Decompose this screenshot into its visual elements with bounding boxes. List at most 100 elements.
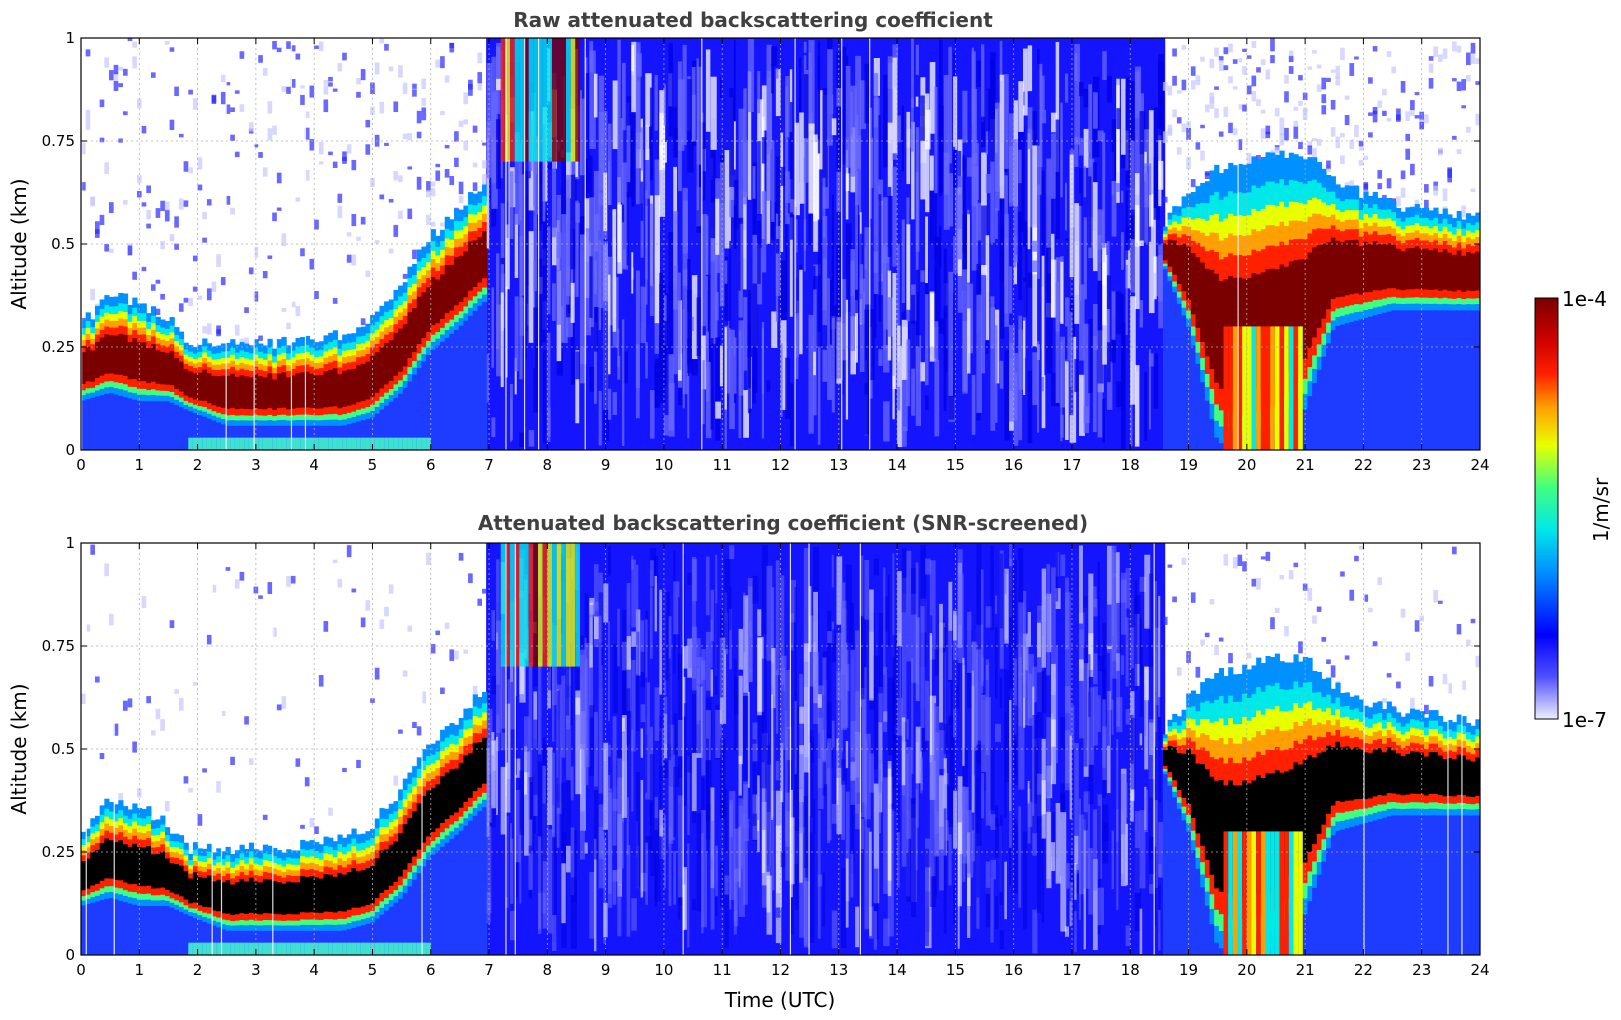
noise-streak bbox=[817, 331, 821, 445]
noise-streak bbox=[649, 754, 655, 877]
layer-band bbox=[430, 840, 436, 849]
layer-band bbox=[472, 808, 478, 816]
noise-speckle bbox=[202, 325, 207, 334]
noise-streak bbox=[766, 565, 773, 661]
noise-streak bbox=[1088, 633, 1094, 677]
noise-speckle bbox=[1223, 47, 1229, 55]
haze-below bbox=[1316, 369, 1322, 450]
layer-band bbox=[234, 875, 241, 883]
noise-speckle bbox=[426, 190, 431, 198]
noise-speckle bbox=[1218, 131, 1224, 137]
noise-streak bbox=[967, 308, 971, 374]
layer-band bbox=[449, 255, 455, 266]
noise-streak bbox=[1013, 139, 1018, 263]
layer-band bbox=[230, 878, 236, 886]
layer-band bbox=[197, 344, 203, 353]
layer-band bbox=[188, 864, 194, 870]
layer-band bbox=[477, 733, 483, 743]
noise-streak bbox=[589, 366, 595, 392]
noise-speckle bbox=[444, 622, 450, 630]
noise-streak bbox=[612, 209, 617, 332]
layer-band bbox=[108, 327, 115, 336]
layer-band bbox=[1186, 193, 1192, 208]
noise-streak bbox=[677, 597, 680, 680]
layer-band bbox=[239, 920, 245, 926]
chart-title-screened: Attenuated backscattering coefficient (S… bbox=[478, 511, 1088, 535]
noise-streak bbox=[789, 101, 793, 180]
layer-band bbox=[81, 390, 87, 396]
haze-below bbox=[197, 414, 203, 450]
layer-band bbox=[113, 314, 119, 322]
layer-band bbox=[1298, 259, 1304, 364]
layer-band bbox=[1214, 420, 1220, 438]
layer-band bbox=[1405, 225, 1411, 234]
noise-streak bbox=[691, 752, 697, 812]
layer-band bbox=[318, 859, 324, 867]
noise-speckle bbox=[169, 234, 175, 242]
noise-streak bbox=[519, 770, 526, 835]
layer-band bbox=[346, 909, 352, 918]
noise-streak bbox=[715, 337, 721, 441]
layer-band bbox=[244, 420, 250, 426]
layer-band bbox=[1246, 192, 1252, 216]
noise-streak bbox=[584, 228, 592, 336]
layer-band bbox=[1162, 243, 1169, 261]
layer-band bbox=[1307, 200, 1313, 218]
haze-below bbox=[430, 854, 436, 955]
noise-streak bbox=[1134, 173, 1141, 247]
noise-speckle bbox=[1400, 80, 1406, 93]
layer-band bbox=[1251, 249, 1257, 274]
aloft-streak bbox=[533, 38, 539, 162]
layer-band bbox=[440, 229, 446, 242]
layer-band bbox=[1372, 307, 1378, 316]
layer-band bbox=[169, 397, 175, 403]
layer-band bbox=[1386, 198, 1392, 210]
ground-haze bbox=[211, 437, 217, 450]
layer-band bbox=[150, 900, 157, 907]
layer-band bbox=[393, 819, 399, 827]
layer-band bbox=[234, 344, 241, 354]
noise-streak bbox=[929, 560, 936, 660]
layer-band bbox=[258, 925, 264, 931]
layer-band bbox=[1186, 318, 1192, 327]
panel-raw: Raw attenuated backscattering coefficien… bbox=[7, 8, 1490, 474]
layer-band bbox=[216, 848, 222, 857]
layer-band bbox=[1400, 298, 1406, 305]
layer-band bbox=[365, 912, 371, 919]
noise-streak bbox=[743, 781, 748, 905]
haze-below bbox=[449, 838, 455, 955]
noise-speckle bbox=[1288, 55, 1294, 63]
layer-band bbox=[421, 851, 427, 860]
noise-speckle bbox=[454, 131, 459, 142]
layer-band bbox=[351, 342, 357, 350]
layer-band bbox=[398, 285, 404, 297]
noise-streak bbox=[747, 691, 750, 788]
noise-streak bbox=[855, 804, 861, 830]
layer-band bbox=[1316, 327, 1322, 345]
noise-streak bbox=[855, 55, 862, 169]
noise-speckle bbox=[477, 52, 483, 64]
noise-speckle bbox=[458, 552, 464, 561]
noise-streak bbox=[1046, 158, 1053, 248]
layer-band bbox=[468, 806, 474, 815]
layer-band bbox=[1386, 288, 1392, 298]
noise-streak bbox=[1097, 382, 1103, 438]
layer-band bbox=[1452, 234, 1458, 242]
haze-below bbox=[346, 423, 352, 450]
layer-band bbox=[127, 891, 133, 898]
layer-band bbox=[309, 354, 315, 362]
layer-band bbox=[132, 387, 138, 394]
layer-band bbox=[365, 412, 371, 419]
layer-band bbox=[178, 859, 185, 867]
layer-band bbox=[244, 352, 250, 360]
noise-streak bbox=[1064, 240, 1071, 361]
layer-band bbox=[332, 869, 338, 878]
layer-band bbox=[141, 826, 147, 834]
noise-streak bbox=[845, 223, 852, 312]
layer-band bbox=[220, 419, 227, 425]
noise-speckle bbox=[220, 710, 226, 717]
layer-band bbox=[482, 691, 488, 704]
layer-band bbox=[454, 208, 460, 222]
ground-haze bbox=[230, 437, 236, 450]
noise-streak bbox=[1153, 353, 1159, 409]
